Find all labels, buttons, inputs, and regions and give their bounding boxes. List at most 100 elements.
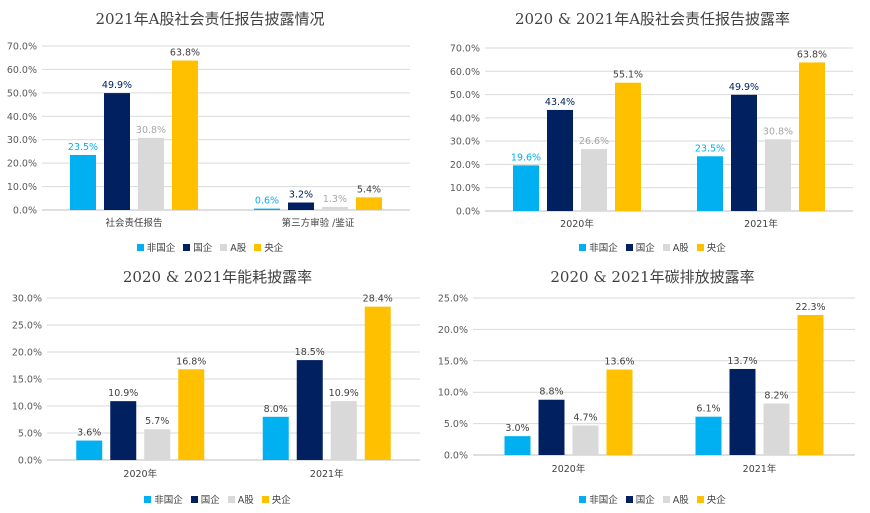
y-tick-label: 30.0% (450, 137, 480, 148)
legend-item: A股 (662, 492, 689, 506)
chart-legend: 非国企 国企 A股 央企 (435, 492, 870, 506)
data-label: 10.9% (108, 388, 138, 399)
data-label: 23.5% (695, 143, 725, 154)
legend-label: 国企 (200, 495, 220, 506)
legend-label: 央企 (706, 243, 726, 254)
legend-swatch (227, 495, 235, 503)
x-category-label: 2020年 (552, 463, 586, 475)
y-tick-label: 10.0% (438, 388, 468, 399)
chart-panel-energy-disclosure-rate: 2020 & 2021年能耗披露率 0.0% 5.0% 10.0% 15.0% 20.0… (0, 258, 435, 513)
legend-label: A股 (237, 495, 254, 506)
x-category-label: 社会责任报告 (105, 217, 162, 229)
bar (288, 202, 314, 210)
data-label: 16.8% (176, 356, 206, 367)
data-label: 28.4% (363, 294, 393, 305)
legend-swatch (662, 243, 670, 251)
data-label: 0.6% (255, 196, 279, 207)
legend-swatch (662, 495, 670, 503)
bar (581, 149, 607, 211)
y-tick-label: 10.0% (450, 183, 480, 194)
y-tick-label: 40.0% (7, 112, 37, 123)
legend-swatch (625, 243, 633, 251)
y-tick-label: 70.0% (450, 44, 480, 55)
legend-item: 非国企 (579, 240, 618, 254)
chart-legend: 非国企 国企 A股 央企 (0, 492, 435, 506)
legend-item: 央企 (696, 240, 726, 254)
y-tick-label: 30.0% (12, 294, 42, 305)
chart-svg: 0.0% 5.0% 10.0% 15.0% 20.0% 25.0% 3.0% 8.8% 4.7%… (438, 294, 855, 475)
chart-svg: 0.0% 10.0% 20.0% 30.0% 40.0% 50.0% 60.0% 70.0% 1… (450, 44, 853, 230)
bar (504, 436, 531, 455)
data-label: 4.7% (573, 412, 597, 423)
bar (731, 94, 757, 211)
data-label: 19.6% (511, 152, 541, 163)
legend-label: 央企 (271, 495, 291, 506)
bar (615, 82, 641, 212)
legend-item: 国企 (625, 492, 655, 506)
chart-svg: 0.0% 10.0% 20.0% 30.0% 40.0% 50.0% 60.0% 70.0% 2… (7, 42, 410, 229)
legend-item: 央企 (254, 240, 283, 254)
bar (296, 360, 323, 460)
legend-item: 非国企 (579, 492, 618, 506)
legend-item: 国企 (625, 240, 655, 254)
legend-label: A股 (672, 495, 689, 506)
chart-panel-carbon-disclosure-rate: 2020 & 2021年碳排放披露率 0.0% 5.0% 10.0% 15.0% 20.… (435, 258, 870, 513)
bar (364, 306, 391, 460)
y-tick-label: 60.0% (7, 65, 37, 76)
chart-panel-csr-disclosure-rate: 2020 & 2021年A股社会责任报告披露率 0.0% 10.0% 20.0% 30… (435, 0, 870, 260)
y-tick-label: 70.0% (7, 42, 37, 53)
legend-item: 国企 (183, 240, 212, 254)
data-label: 30.8% (763, 126, 793, 137)
chart-legend: 非国企 国企 A股 央企 (0, 240, 420, 254)
bar (606, 369, 633, 455)
legend-label: 国企 (635, 495, 655, 506)
legend-swatch (144, 495, 152, 503)
y-tick-label: 20.0% (7, 159, 37, 170)
data-label: 13.7% (727, 356, 757, 367)
y-tick-label: 50.0% (450, 90, 480, 101)
bar (138, 137, 164, 210)
legend-label: 非国企 (146, 243, 176, 254)
legend-item: 非国企 (144, 492, 183, 506)
y-tick-label: 40.0% (450, 113, 480, 124)
data-label: 5.7% (145, 416, 169, 427)
bar (763, 403, 790, 455)
data-label: 49.9% (729, 82, 759, 93)
data-label: 13.6% (604, 357, 634, 368)
legend-swatch (220, 243, 228, 251)
data-label: 23.5% (68, 142, 98, 153)
y-tick-label: 0.0% (13, 206, 37, 217)
chart-panel-a-share-csr-2021: 2021年A股社会责任报告披露情况 0.0% 10.0% 20.0% 30.0% 40.… (0, 0, 420, 260)
chart-legend: 非国企 国企 A股 央企 (435, 240, 870, 254)
bar (695, 416, 722, 455)
legend-swatch (625, 495, 633, 503)
bar (797, 314, 824, 455)
legend-label: 国企 (193, 243, 213, 254)
bar (330, 401, 357, 460)
legend-label: 央企 (706, 495, 726, 506)
bar (538, 399, 565, 455)
x-category-label: 2021年 (310, 468, 344, 480)
bar (799, 62, 825, 212)
legend-item: 国企 (190, 492, 220, 506)
chart-title: 2021年A股社会责任报告披露情况 (95, 10, 325, 28)
x-category-label: 2021年 (743, 463, 777, 475)
data-label: 18.5% (295, 347, 325, 358)
data-label: 6.1% (696, 404, 720, 415)
x-category-label: 2021年 (744, 218, 778, 230)
legend-swatch (579, 495, 587, 503)
x-category-label: 2020年 (560, 218, 594, 230)
bar (697, 156, 723, 211)
y-tick-label: 60.0% (450, 67, 480, 78)
data-label: 1.3% (323, 194, 347, 205)
y-tick-label: 10.0% (12, 402, 42, 413)
bar (144, 429, 171, 460)
legend-swatch (579, 243, 587, 251)
bar (572, 425, 599, 455)
legend-item: 央企 (696, 492, 726, 506)
bar (110, 401, 137, 460)
chart-title: 2020 & 2021年能耗披露率 (122, 268, 313, 286)
data-label: 5.4% (357, 184, 381, 195)
bar (172, 60, 198, 211)
y-tick-label: 25.0% (438, 294, 468, 305)
